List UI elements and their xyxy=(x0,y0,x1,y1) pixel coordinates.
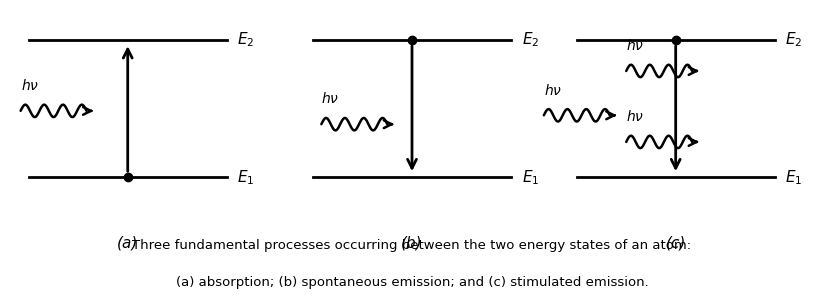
Text: $h\nu$: $h\nu$ xyxy=(544,83,562,98)
Text: $E_1$: $E_1$ xyxy=(522,168,539,187)
Text: $E_1$: $E_1$ xyxy=(785,168,803,187)
Text: Three fundamental processes occurring between the two energy states of an atom:: Three fundamental processes occurring be… xyxy=(133,239,691,253)
Text: (c): (c) xyxy=(666,235,686,250)
Text: $E_2$: $E_2$ xyxy=(237,30,255,49)
Text: $h\nu$: $h\nu$ xyxy=(626,38,644,53)
Text: (a): (a) xyxy=(117,235,138,250)
Text: $h\nu$: $h\nu$ xyxy=(626,109,644,124)
Text: $E_1$: $E_1$ xyxy=(237,168,255,187)
Text: $E_2$: $E_2$ xyxy=(522,30,539,49)
Text: $h\nu$: $h\nu$ xyxy=(321,91,339,107)
Text: $E_2$: $E_2$ xyxy=(785,30,803,49)
Text: $h\nu$: $h\nu$ xyxy=(21,78,39,93)
Text: (a) absorption; (b) spontaneous emission; and (c) stimulated emission.: (a) absorption; (b) spontaneous emission… xyxy=(176,276,648,289)
Text: (b): (b) xyxy=(401,235,423,250)
